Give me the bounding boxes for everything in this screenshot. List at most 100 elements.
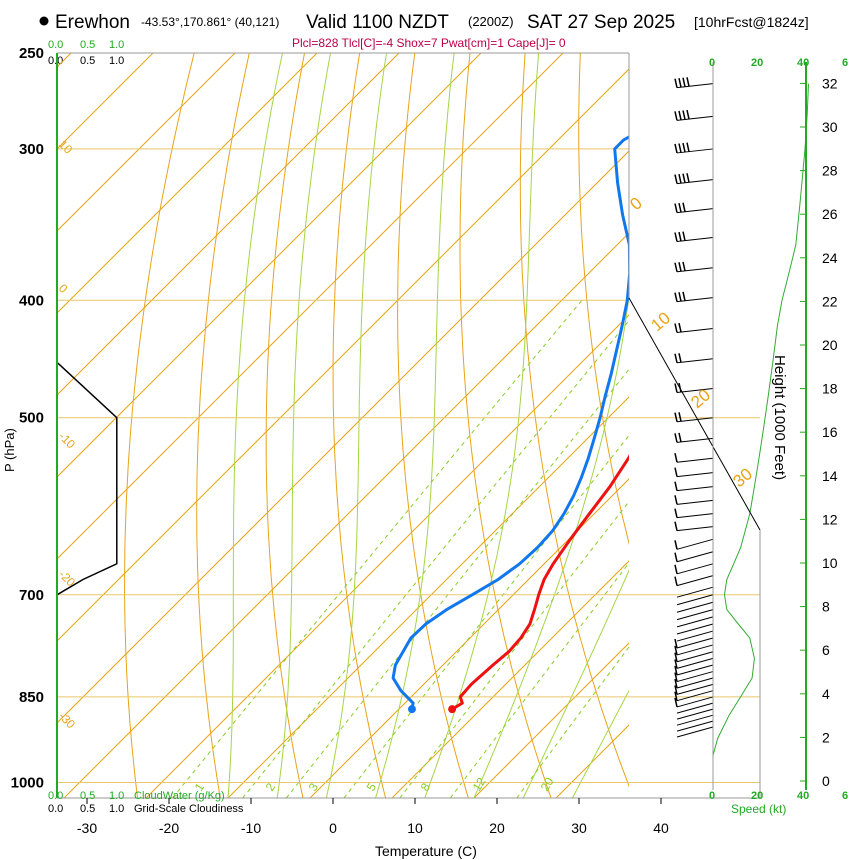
height-tick-label: 28 [822, 163, 838, 179]
wind-barb-staff [676, 538, 714, 550]
wind-barb-staff [676, 644, 714, 656]
wind-barb-staff [676, 690, 714, 702]
wind-barb-feather [678, 412, 682, 422]
height-tick-label: 10 [822, 555, 838, 571]
wind-barb-staff [676, 472, 714, 478]
wind-barb [674, 231, 714, 243]
wind-barb-feather [682, 291, 686, 301]
y-axis-label: P (hPa) [2, 428, 17, 472]
wind-barb-feather [678, 262, 682, 272]
mixing-ratio-label-12: 12 [470, 775, 489, 794]
moist-adiabat [325, 53, 387, 798]
top-cl-0: 0.0 [48, 55, 63, 67]
wind-barb-feather [674, 143, 678, 154]
isotherm-line [57, 150, 629, 724]
wind-barb [674, 563, 714, 575]
wind-barb-feather [674, 521, 678, 531]
wind-barb-feather [678, 292, 682, 302]
wind-barb-feather [678, 353, 682, 363]
speed-top-20: 20 [751, 57, 763, 69]
moist-adiabat [276, 53, 331, 798]
wind-barb-feather [674, 353, 678, 363]
wind-barb-staff [676, 563, 714, 575]
wind-barb [674, 508, 714, 519]
wind-barb-staff [676, 388, 714, 394]
pressure-tick-label: 300 [19, 141, 44, 158]
chart-title: Erewhon -43.53°,170.861° (40,121) Valid … [39, 12, 809, 33]
speed-scale-top: 0 20 40 6 [709, 57, 848, 69]
wind-barb-feather [674, 481, 678, 491]
moist-adiabat [571, 689, 629, 798]
bottom-cw-0: 0.0 [48, 790, 63, 802]
speed-bottom-40: 40 [797, 790, 809, 802]
wind-barb-feather [674, 453, 678, 463]
wind-barb-staff [676, 115, 714, 121]
isotherm-line [309, 478, 629, 798]
wind-barb-feather [674, 552, 678, 562]
title-date: SAT 27 Sep 2025 [527, 12, 675, 33]
moist-adiabat [424, 53, 540, 798]
isotherm-label: -10 [56, 429, 78, 451]
wind-barb-staff [676, 179, 714, 185]
speed-top-40: 40 [797, 57, 809, 69]
isotherm-line [57, 53, 482, 478]
station-dot-icon [39, 16, 49, 26]
dewpoint-line [391, 135, 629, 710]
height-tick-label: 26 [822, 206, 838, 222]
wind-barb-feather [678, 322, 682, 333]
wind-barb-staff [676, 683, 714, 695]
wind-barb-feather [674, 645, 678, 656]
x-tick-label: 30 [571, 820, 587, 836]
wind-barb [674, 538, 714, 550]
isotherm-line [57, 53, 400, 396]
title-utc: (2200Z) [468, 14, 514, 29]
moist-adiabat [375, 53, 455, 798]
title-valid: Valid 1100 NZDT [306, 12, 449, 33]
cloudiness-profile [56, 361, 118, 596]
wind-barb-feather [674, 232, 678, 242]
wind-speed-profile [712, 83, 809, 756]
wind-barb-feather [674, 540, 678, 550]
wind-barb-staff [676, 437, 714, 443]
adiabat-label-30: 30 [729, 464, 756, 491]
wind-barb-staff [676, 297, 714, 303]
mixing-ratio-line [172, 299, 583, 798]
wind-barb-feather [682, 173, 686, 183]
mixing-ratio-line [343, 434, 629, 798]
wind-barb [676, 594, 714, 606]
wind-barb-feather [682, 231, 686, 241]
wind-barb-feather [674, 203, 678, 213]
wind-barb-feather [686, 77, 690, 87]
cloudiness-label: Grid-Scale Cloudiness [134, 803, 244, 815]
wind-barb [674, 677, 714, 689]
wind-barb [674, 657, 714, 669]
top-cw-0: 0.0 [48, 39, 63, 51]
wind-barb-staff [676, 720, 714, 732]
wind-barb-staff [676, 148, 714, 154]
wind-barb [676, 586, 714, 598]
wind-barb [674, 495, 714, 505]
dry-adiabat [397, 53, 469, 798]
cloudiness-layer [56, 361, 118, 596]
dry-adiabat [332, 53, 387, 798]
wind-barb-feather [686, 142, 690, 152]
pressure-tick-label: 250 [19, 45, 44, 62]
wind-barb-staff [676, 551, 714, 563]
isotherm-line [57, 53, 318, 314]
wind-barb [674, 412, 714, 423]
x-axis-label: Temperature (C) [375, 843, 477, 859]
wind-barb [674, 142, 714, 154]
wind-barb [674, 173, 714, 185]
wind-barb-staff [676, 616, 714, 628]
wind-barb-feather [674, 665, 678, 676]
wind-barb-staff [676, 586, 714, 598]
speed-scale-bottom: 0 20 40 6 [709, 790, 848, 802]
bottom-cw-2: 1.0 [109, 790, 124, 802]
adiabat-label-10: 10 [647, 308, 674, 335]
speed-top-0: 0 [709, 57, 715, 69]
wind-barb-staff [676, 267, 714, 273]
wind-barb [676, 720, 714, 732]
wind-barb-feather [682, 110, 686, 120]
